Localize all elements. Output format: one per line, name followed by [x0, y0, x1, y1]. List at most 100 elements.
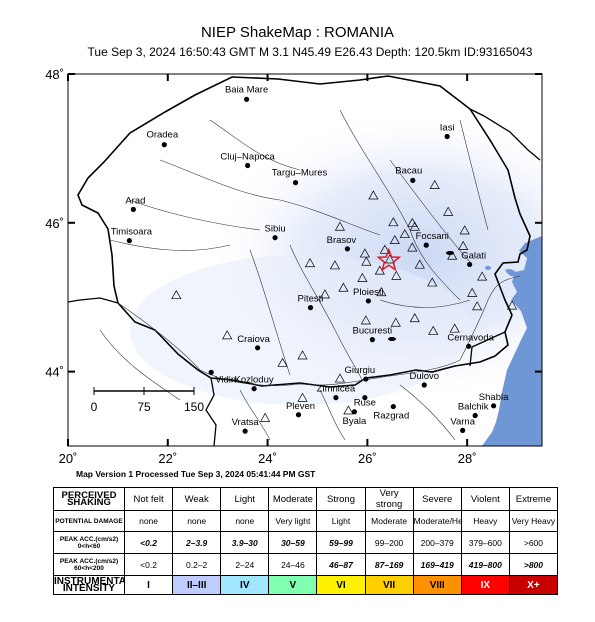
city-marker[interactable] — [244, 96, 250, 102]
legend-cell: 419–800 — [460, 553, 510, 576]
scale-bar-label: 75 — [137, 400, 151, 414]
city-marker[interactable] — [251, 386, 257, 392]
city-label: Byala — [343, 416, 367, 427]
station-marker[interactable] — [297, 350, 308, 360]
lon-tick-label: 20˚ — [59, 451, 78, 466]
station-marker[interactable] — [338, 282, 349, 292]
city-marker[interactable] — [161, 142, 167, 148]
station-marker[interactable] — [368, 190, 379, 200]
station-marker[interactable] — [388, 217, 399, 227]
legend-row-shaking: PERCEIVED SHAKING Not felt Weak Light Mo… — [53, 487, 559, 511]
station-marker[interactable] — [407, 242, 418, 252]
city-marker[interactable] — [351, 409, 357, 415]
city-marker[interactable] — [390, 403, 396, 410]
station-marker[interactable] — [171, 289, 182, 300]
station-marker[interactable] — [319, 289, 331, 299]
station-marker[interactable] — [399, 228, 410, 239]
lake-delta — [485, 266, 491, 270]
legend-cell: 379–600 — [460, 531, 510, 554]
city-marker[interactable] — [333, 395, 339, 401]
legend-cell: 59–99 — [316, 531, 366, 554]
legend-cell: Light — [220, 487, 270, 511]
city-marker[interactable] — [130, 206, 136, 213]
city-marker[interactable] — [410, 177, 416, 183]
city-marker[interactable] — [255, 345, 261, 351]
legend-cell: Moderate — [268, 487, 318, 511]
station-marker[interactable] — [472, 301, 483, 311]
lat-tick-label: 46˚ — [45, 216, 64, 231]
intensity-swatch: IX — [460, 575, 510, 595]
station-marker[interactable] — [384, 254, 395, 264]
station-marker[interactable] — [390, 317, 401, 327]
station-marker[interactable] — [447, 250, 458, 260]
city-marker[interactable] — [444, 133, 450, 140]
station-marker[interactable] — [376, 287, 387, 297]
station-marker[interactable] — [506, 300, 518, 310]
station-marker[interactable] — [459, 225, 470, 235]
legend-row-damage: POTENTIAL DAMAGE none none none Very lig… — [53, 510, 559, 532]
station-marker[interactable] — [409, 221, 420, 231]
city-marker[interactable] — [467, 261, 473, 268]
station-marker[interactable] — [428, 325, 439, 335]
city-marker[interactable] — [491, 403, 497, 409]
station-marker[interactable] — [361, 256, 372, 266]
city-marker[interactable] — [344, 246, 351, 252]
station-marker[interactable] — [334, 221, 346, 231]
station-marker[interactable] — [429, 179, 440, 189]
station-marker[interactable] — [389, 234, 400, 245]
city-marker[interactable] — [421, 382, 427, 388]
station-marker[interactable] — [379, 244, 390, 254]
shakemap-svg[interactable]: 48˚ 46˚ 44˚ 20˚ 22˚ 24˚ 26˚ 28˚ 0 75 150 Baia Mar… — [0, 0, 595, 470]
city-marker[interactable] — [362, 395, 368, 401]
city-marker[interactable] — [208, 369, 214, 375]
shaking-field-west — [130, 255, 470, 405]
station-marker[interactable] — [334, 373, 346, 383]
station-marker[interactable] — [359, 248, 370, 258]
city-marker[interactable] — [423, 242, 429, 248]
station-marker[interactable] — [222, 330, 233, 340]
city-marker[interactable] — [245, 162, 251, 169]
station-marker[interactable] — [329, 260, 341, 270]
city-marker[interactable] — [242, 428, 248, 434]
city-marker[interactable] — [295, 412, 302, 418]
station-marker[interactable] — [391, 270, 402, 280]
city-label: Dulovo — [409, 371, 439, 382]
city-label: Baia Mare — [225, 84, 268, 95]
intensity-swatch: VI — [316, 575, 366, 595]
city-marker[interactable] — [466, 343, 472, 349]
station-marker[interactable] — [467, 287, 478, 297]
station-marker[interactable] — [427, 277, 438, 287]
city-marker[interactable] — [292, 180, 299, 186]
station-marker[interactable] — [458, 240, 469, 250]
city-marker[interactable] — [272, 235, 278, 241]
station-marker[interactable] — [409, 313, 420, 323]
intensity-swatch: IV — [220, 575, 270, 595]
intensity-swatch: X+ — [508, 575, 559, 595]
epicenter-star-icon[interactable] — [376, 247, 402, 272]
city-marker[interactable] — [363, 376, 369, 382]
city-marker[interactable] — [126, 238, 132, 244]
station-marker[interactable] — [414, 259, 425, 269]
city-label: Targu–Mures — [272, 168, 328, 179]
station-marker[interactable] — [277, 357, 288, 367]
city-marker[interactable] — [460, 427, 466, 433]
station-marker[interactable] — [477, 271, 488, 281]
station-marker[interactable] — [360, 315, 371, 325]
legend-cell: 99–200 — [364, 531, 414, 554]
city-marker[interactable] — [365, 298, 371, 304]
station-marker[interactable] — [297, 392, 308, 402]
city-marker[interactable] — [369, 337, 375, 343]
station-marker[interactable] — [357, 272, 368, 282]
moldova-border — [469, 108, 541, 161]
station-marker[interactable] — [443, 206, 454, 216]
legend-cell: Moderate — [364, 510, 414, 532]
station-marker[interactable] — [449, 323, 460, 333]
station-marker[interactable] — [259, 412, 271, 422]
city-marker[interactable] — [307, 305, 314, 311]
city-marker[interactable] — [472, 412, 478, 419]
station-marker[interactable] — [304, 258, 316, 268]
rivers — [99, 109, 521, 441]
station-marker[interactable] — [343, 405, 354, 415]
city-label: Oradea — [146, 130, 178, 141]
scale-bar-labels: 0 75 150 — [91, 400, 205, 414]
